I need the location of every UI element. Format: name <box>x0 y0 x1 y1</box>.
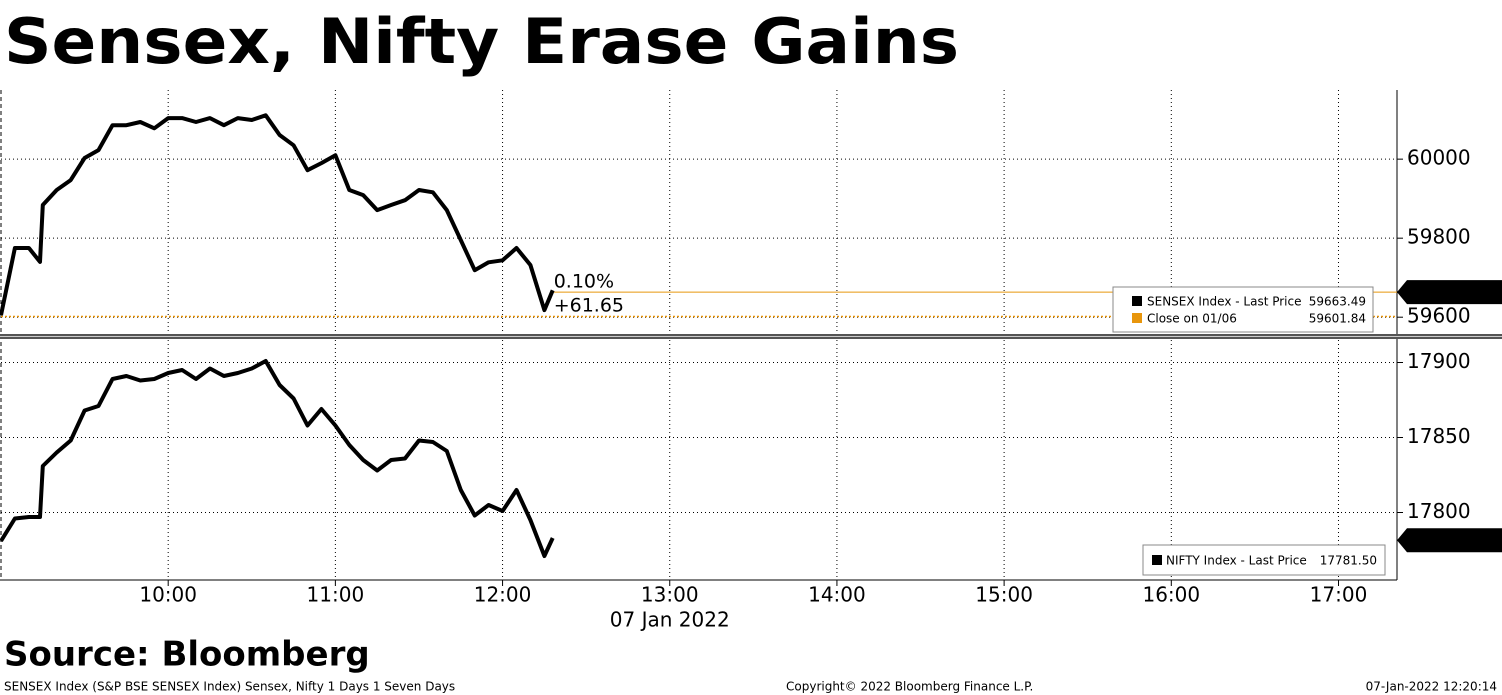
footer-center: Copyright© 2022 Bloomberg Finance L.P. <box>786 680 1033 694</box>
last-price-tag <box>1397 528 1502 553</box>
x-tick-label: 17:00 <box>1310 583 1368 607</box>
x-tick-label: 16:00 <box>1142 583 1200 607</box>
x-tick-label: 12:00 <box>474 583 532 607</box>
legend-value: 59663.49 <box>1309 295 1366 309</box>
y-tick-label: 17800 <box>1407 499 1471 523</box>
source: Source: Bloomberg <box>4 635 370 675</box>
annotation: +61.65 <box>554 295 624 317</box>
legend-swatch <box>1132 296 1142 306</box>
legend-swatch <box>1152 555 1162 565</box>
y-tick-label: 59800 <box>1407 225 1471 249</box>
last-price-tag-label: 59663.49 <box>1408 280 1502 304</box>
legend-value: 17781.50 <box>1320 554 1377 568</box>
legend-box <box>1112 286 1374 333</box>
x-tick-label: 10:00 <box>139 583 197 607</box>
chart-title: Sensex, Nifty Erase Gains <box>4 5 959 78</box>
line-series <box>0 359 555 558</box>
x-axis-label: 07 Jan 2022 <box>610 608 730 632</box>
x-tick-label: 14:00 <box>808 583 866 607</box>
line-series <box>0 113 555 316</box>
legend-value: 59601.84 <box>1309 312 1366 326</box>
annotation: 0.10% <box>554 271 614 293</box>
y-tick-label: 59600 <box>1407 304 1471 328</box>
footer-left: SENSEX Index (S&P BSE SENSEX Index) Sens… <box>4 680 455 694</box>
legend-label: NIFTY Index - Last Price <box>1166 554 1307 568</box>
last-price-tag-label: 17781.50 <box>1408 528 1502 552</box>
x-tick-label: 15:00 <box>975 583 1033 607</box>
legend-swatch <box>1132 313 1142 323</box>
x-tick-label: 13:00 <box>641 583 699 607</box>
y-tick-label: 60000 <box>1407 146 1471 170</box>
legend-label: Close on 01/06 <box>1147 312 1237 326</box>
y-tick-label: 17850 <box>1407 424 1471 448</box>
x-tick-label: 11:00 <box>307 583 365 607</box>
footer-right: 07-Jan-2022 12:20:14 <box>1366 680 1497 694</box>
legend-box <box>1142 544 1386 576</box>
legend-label: SENSEX Index - Last Price <box>1147 295 1302 309</box>
y-tick-label: 17900 <box>1407 349 1471 373</box>
last-price-tag <box>1397 280 1502 305</box>
